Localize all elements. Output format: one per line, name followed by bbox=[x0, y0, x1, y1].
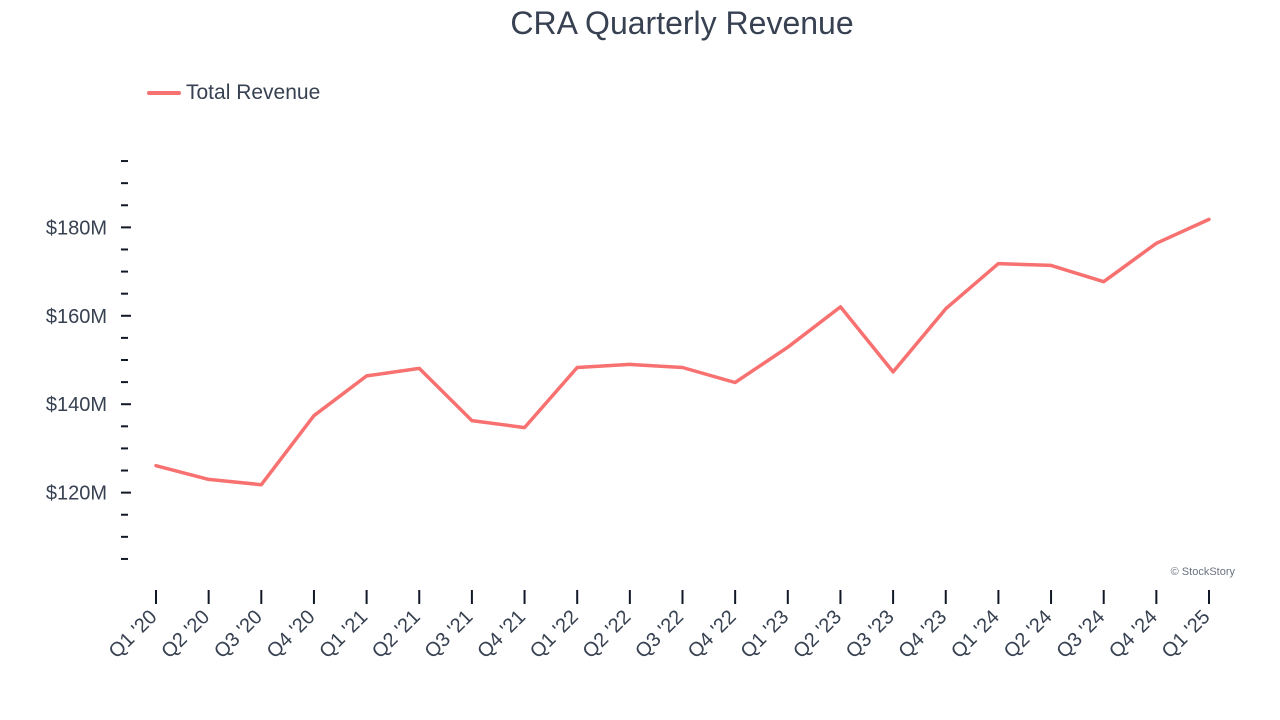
x-tick-label: Q3 '21 bbox=[421, 606, 478, 663]
y-tick-label: $180M bbox=[46, 217, 107, 239]
x-tick-label: Q4 '24 bbox=[1105, 606, 1162, 663]
x-tick-label: Q1 '24 bbox=[947, 606, 1004, 663]
x-tick-label: Q1 '21 bbox=[315, 606, 372, 663]
x-tick-label: Q2 '24 bbox=[1000, 606, 1057, 663]
legend-label: Total Revenue bbox=[186, 81, 320, 104]
x-tick-label: Q4 '21 bbox=[473, 606, 530, 663]
x-tick-label: Q3 '20 bbox=[210, 606, 267, 663]
x-tick-label: Q1 '25 bbox=[1158, 606, 1215, 663]
series-layer bbox=[154, 217, 1211, 487]
x-tick-label: Q2 '20 bbox=[157, 606, 214, 663]
legend: Total Revenue bbox=[147, 81, 320, 104]
x-tick-label: Q4 '23 bbox=[894, 606, 951, 663]
x-tick-label: Q3 '22 bbox=[631, 606, 688, 663]
x-tick-label: Q1 '22 bbox=[526, 606, 583, 663]
y-tick-label: $120M bbox=[46, 483, 107, 505]
x-tick-label: Q2 '23 bbox=[789, 606, 846, 663]
x-tick-label: Q4 '22 bbox=[684, 606, 741, 663]
series-line-total-revenue bbox=[154, 217, 1211, 487]
y-axis: $120M $140M $160M $180M bbox=[46, 160, 131, 560]
x-tick-label: Q4 '20 bbox=[263, 606, 320, 663]
x-tick-label: Q3 '23 bbox=[842, 606, 899, 663]
y-tick-label: $140M bbox=[46, 394, 107, 416]
x-tick-label: Q3 '24 bbox=[1052, 606, 1109, 663]
x-tick-label: Q1 '23 bbox=[737, 606, 794, 663]
x-tick-label: Q2 '21 bbox=[368, 606, 425, 663]
watermark: © StockStory bbox=[1171, 566, 1236, 578]
x-tick-label: Q2 '22 bbox=[579, 606, 636, 663]
y-tick-label: $160M bbox=[46, 306, 107, 328]
chart-title: CRA Quarterly Revenue bbox=[510, 5, 853, 41]
x-tick-label: Q1 '20 bbox=[105, 606, 162, 663]
